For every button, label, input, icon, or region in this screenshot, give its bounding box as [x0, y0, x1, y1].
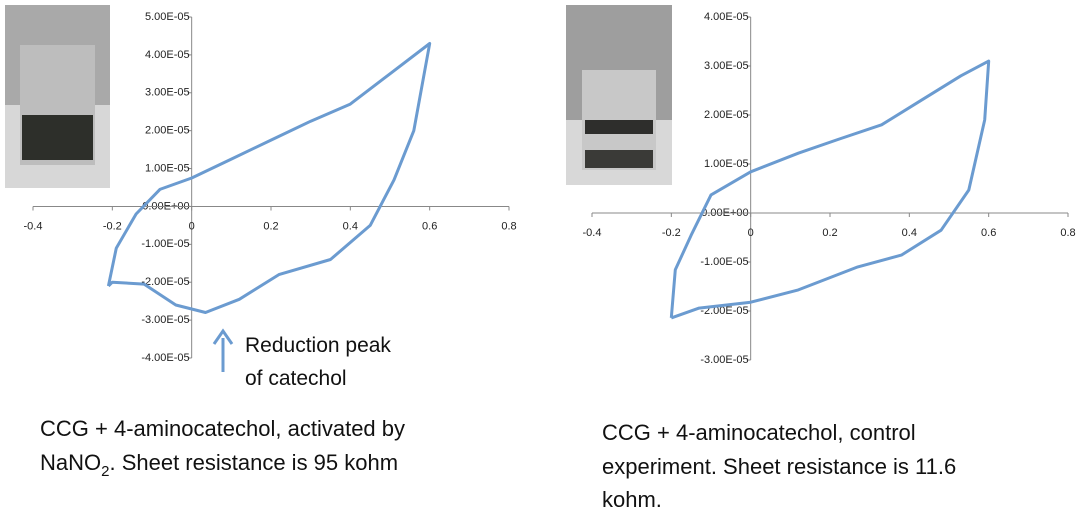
- x-tick-label: -0.4: [583, 227, 602, 239]
- x-tick-label: -0.2: [103, 220, 122, 232]
- y-tick-label: -3.00E-05: [700, 354, 748, 366]
- caption: experiment. Sheet resistance is 11.6: [602, 454, 956, 479]
- x-tick-label: -0.2: [662, 227, 681, 239]
- y-tick-label: 5.00E-05: [145, 11, 190, 23]
- cv-curve: [106, 42, 432, 314]
- y-tick-label: -2.00E-05: [141, 276, 189, 288]
- y-tick-label: -3.00E-05: [141, 314, 189, 326]
- annotation-arrow: [212, 328, 234, 372]
- y-tick-label: -4.00E-05: [141, 352, 189, 364]
- x-tick-label: 0.4: [902, 227, 917, 239]
- y-tick-label: 3.00E-05: [145, 87, 190, 99]
- y-tick-label: 2.00E-05: [704, 109, 749, 121]
- annotation: Reduction peak: [245, 334, 391, 357]
- x-tick-label: 0.6: [981, 227, 996, 239]
- y-tick-label: 1.00E-05: [145, 162, 190, 174]
- x-tick-label: 0.4: [343, 220, 358, 232]
- y-tick-label: -1.00E-05: [141, 238, 189, 250]
- y-tick-label: 1.00E-05: [704, 158, 749, 170]
- x-tick-label: 0.2: [263, 220, 278, 232]
- y-tick-label: 3.00E-05: [704, 60, 749, 72]
- caption-part: NaNO: [40, 450, 101, 475]
- x-tick-label: -0.4: [24, 220, 43, 232]
- caption-subscript: 2: [101, 463, 109, 480]
- x-tick-label: 0: [748, 227, 754, 239]
- x-tick-label: 0: [189, 220, 195, 232]
- caption: kohm.: [602, 487, 662, 508]
- caption: CCG + 4-aminocatechol, activated by: [40, 416, 405, 441]
- annotation: of catechol: [245, 367, 347, 390]
- y-tick-label: -1.00E-05: [700, 256, 748, 268]
- x-tick-label: 0.6: [422, 220, 437, 232]
- y-tick-label: 4.00E-05: [145, 49, 190, 61]
- photo: [5, 5, 110, 188]
- caption-part: . Sheet resistance is 95 kohm: [109, 450, 398, 475]
- x-tick-label: 0.8: [501, 220, 516, 232]
- cv-curve: [669, 59, 991, 320]
- y-tick-label: 4.00E-05: [704, 11, 749, 23]
- y-tick-label: 2.00E-05: [145, 125, 190, 137]
- x-tick-label: 0.2: [822, 227, 837, 239]
- x-tick-label: 0.8: [1060, 227, 1075, 239]
- caption: CCG + 4-aminocatechol, control: [602, 420, 916, 445]
- caption: NaNO2. Sheet resistance is 95 kohm: [40, 450, 398, 480]
- photo: [566, 5, 672, 185]
